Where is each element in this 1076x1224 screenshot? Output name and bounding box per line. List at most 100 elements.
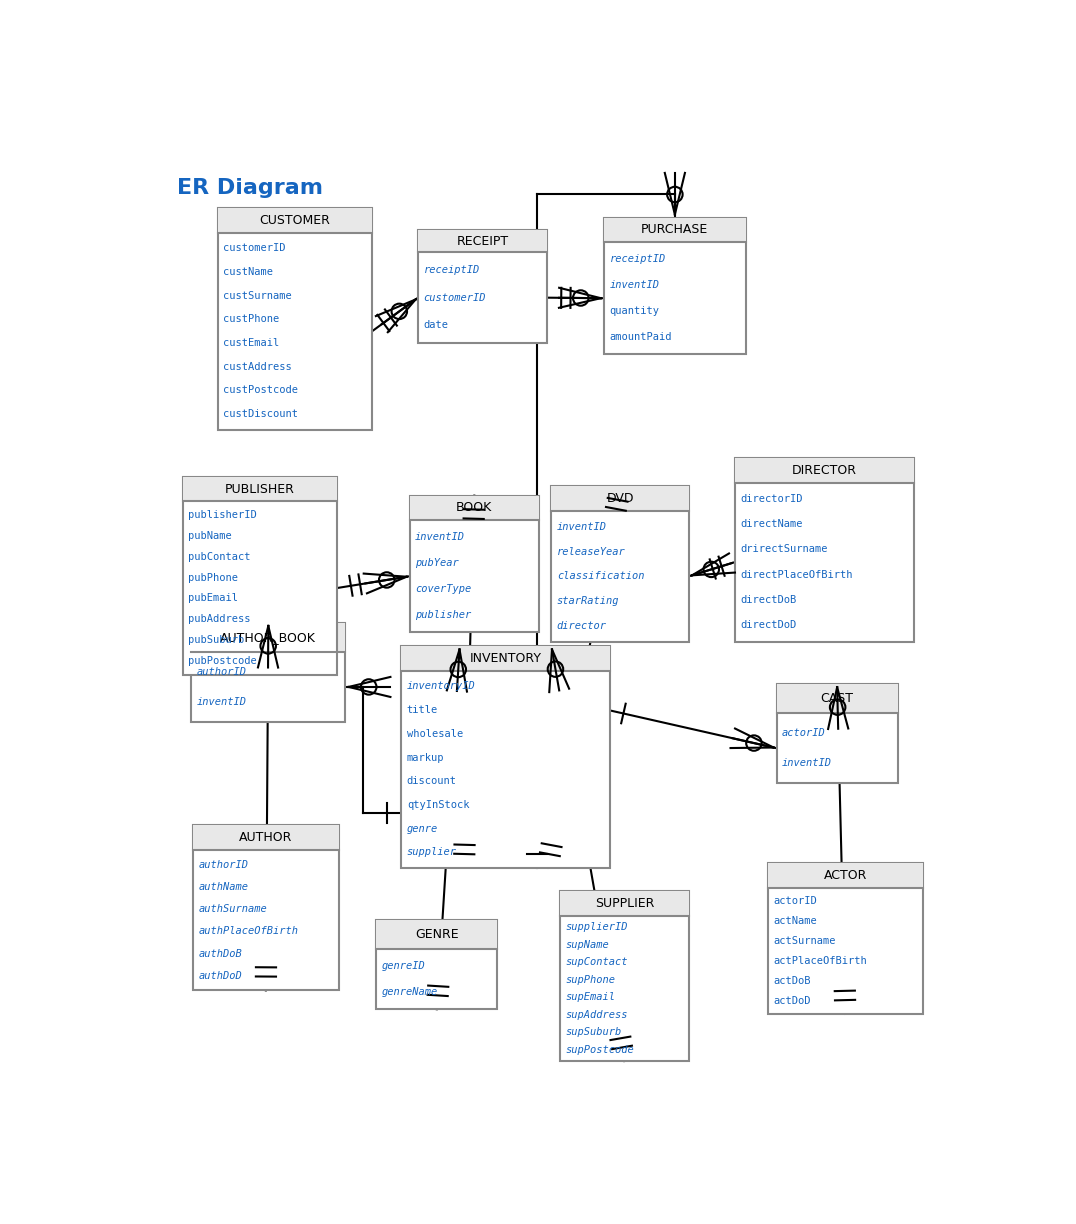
Text: receiptID: receiptID [424, 266, 480, 275]
Bar [777, 684, 897, 783]
Bar [768, 863, 922, 1013]
Bar [217, 208, 372, 430]
Text: publisher: publisher [415, 611, 471, 621]
Text: CUSTOMER: CUSTOMER [259, 214, 330, 226]
Text: custDiscount: custDiscount [224, 409, 298, 419]
Bar [417, 230, 548, 343]
Text: SUPPLIER: SUPPLIER [595, 897, 654, 911]
Text: custAddress: custAddress [224, 362, 292, 372]
Text: receiptID: receiptID [609, 255, 666, 264]
Bar [377, 919, 497, 1010]
Text: AUTHOR: AUTHOR [239, 831, 293, 845]
Bar [183, 476, 337, 674]
Text: directDoD: directDoD [740, 621, 796, 630]
Text: quantity: quantity [609, 306, 660, 316]
Text: GENRE: GENRE [415, 928, 458, 941]
Text: supPostcode: supPostcode [565, 1045, 634, 1055]
Text: releaseYear: releaseYear [557, 547, 625, 557]
Text: ACTOR: ACTOR [824, 869, 867, 883]
Text: pubEmail: pubEmail [188, 594, 238, 603]
Bar [377, 919, 497, 949]
Text: custPhone: custPhone [224, 315, 280, 324]
Text: pubAddress: pubAddress [188, 614, 251, 624]
Bar [560, 891, 689, 916]
Text: ER Diagram: ER Diagram [178, 177, 323, 198]
Text: date: date [424, 321, 449, 330]
Bar [604, 218, 746, 242]
Text: amountPaid: amountPaid [609, 332, 671, 343]
Bar [410, 496, 539, 520]
Text: DIRECTOR: DIRECTOR [792, 464, 858, 476]
Text: AUTHOR_BOOK: AUTHOR_BOOK [221, 630, 316, 644]
Text: INVENTORY: INVENTORY [469, 652, 541, 665]
Text: authorID: authorID [198, 859, 249, 869]
Text: director: director [557, 621, 607, 630]
Text: actDoB: actDoB [774, 976, 811, 985]
Bar [410, 496, 539, 633]
Bar [193, 825, 339, 851]
Text: supSuburb: supSuburb [565, 1027, 622, 1037]
Text: supplier: supplier [407, 847, 457, 858]
Text: pubPostcode: pubPostcode [188, 656, 257, 666]
Text: classification: classification [557, 572, 645, 581]
Text: directName: directName [740, 519, 803, 529]
Bar [417, 230, 548, 252]
Text: PUBLISHER: PUBLISHER [225, 482, 295, 496]
Bar [192, 623, 345, 722]
Text: inventoryID: inventoryID [407, 682, 476, 692]
Text: inventID: inventID [782, 759, 832, 769]
Bar [551, 486, 689, 510]
Text: genreID: genreID [382, 961, 425, 971]
Text: customerID: customerID [424, 293, 486, 302]
Text: RECEIPT: RECEIPT [456, 235, 509, 247]
Text: supEmail: supEmail [565, 993, 615, 1002]
Bar [401, 646, 610, 671]
Text: qtyInStock: qtyInStock [407, 800, 469, 810]
Text: custSurname: custSurname [224, 290, 292, 301]
Text: custPostcode: custPostcode [224, 386, 298, 395]
Text: actSurname: actSurname [774, 936, 836, 946]
Text: markup: markup [407, 753, 444, 763]
Text: title: title [407, 705, 438, 715]
Text: inventID: inventID [415, 532, 465, 542]
Text: supPhone: supPhone [565, 974, 615, 985]
Text: supName: supName [565, 940, 609, 950]
Text: authorID: authorID [197, 667, 246, 677]
Bar [551, 486, 689, 641]
Text: publisherID: publisherID [188, 510, 257, 520]
Text: authDoB: authDoB [198, 949, 242, 958]
Bar [192, 623, 345, 652]
Bar [183, 476, 337, 502]
Text: genre: genre [407, 824, 438, 834]
Text: BOOK: BOOK [456, 502, 493, 514]
Text: genreName: genreName [382, 988, 438, 998]
Text: starRating: starRating [557, 596, 620, 606]
Text: supContact: supContact [565, 957, 627, 967]
Text: actName: actName [774, 916, 818, 925]
Text: actPlaceOfBirth: actPlaceOfBirth [774, 956, 867, 966]
Text: custEmail: custEmail [224, 338, 280, 348]
Text: DVD: DVD [607, 492, 634, 506]
Text: directPlaceOfBirth: directPlaceOfBirth [740, 569, 853, 580]
Bar [735, 458, 915, 482]
Text: inventID: inventID [557, 521, 607, 532]
Text: inventID: inventID [609, 280, 660, 290]
Bar [777, 684, 897, 714]
Text: pubName: pubName [188, 531, 232, 541]
Text: custName: custName [224, 267, 273, 277]
Text: authName: authName [198, 881, 249, 892]
Text: actorID: actorID [782, 728, 825, 738]
Text: pubPhone: pubPhone [188, 573, 238, 583]
Text: pubSuburb: pubSuburb [188, 635, 244, 645]
Text: authDoD: authDoD [198, 971, 242, 980]
Text: authPlaceOfBirth: authPlaceOfBirth [198, 927, 298, 936]
Text: drirectSurname: drirectSurname [740, 545, 827, 554]
Text: wholesale: wholesale [407, 728, 463, 739]
Text: CAST: CAST [821, 693, 853, 705]
Text: supAddress: supAddress [565, 1010, 627, 1020]
Bar [735, 458, 915, 641]
Bar [401, 646, 610, 868]
Text: pubYear: pubYear [415, 558, 458, 568]
Bar [768, 863, 922, 887]
Text: authSurname: authSurname [198, 905, 267, 914]
